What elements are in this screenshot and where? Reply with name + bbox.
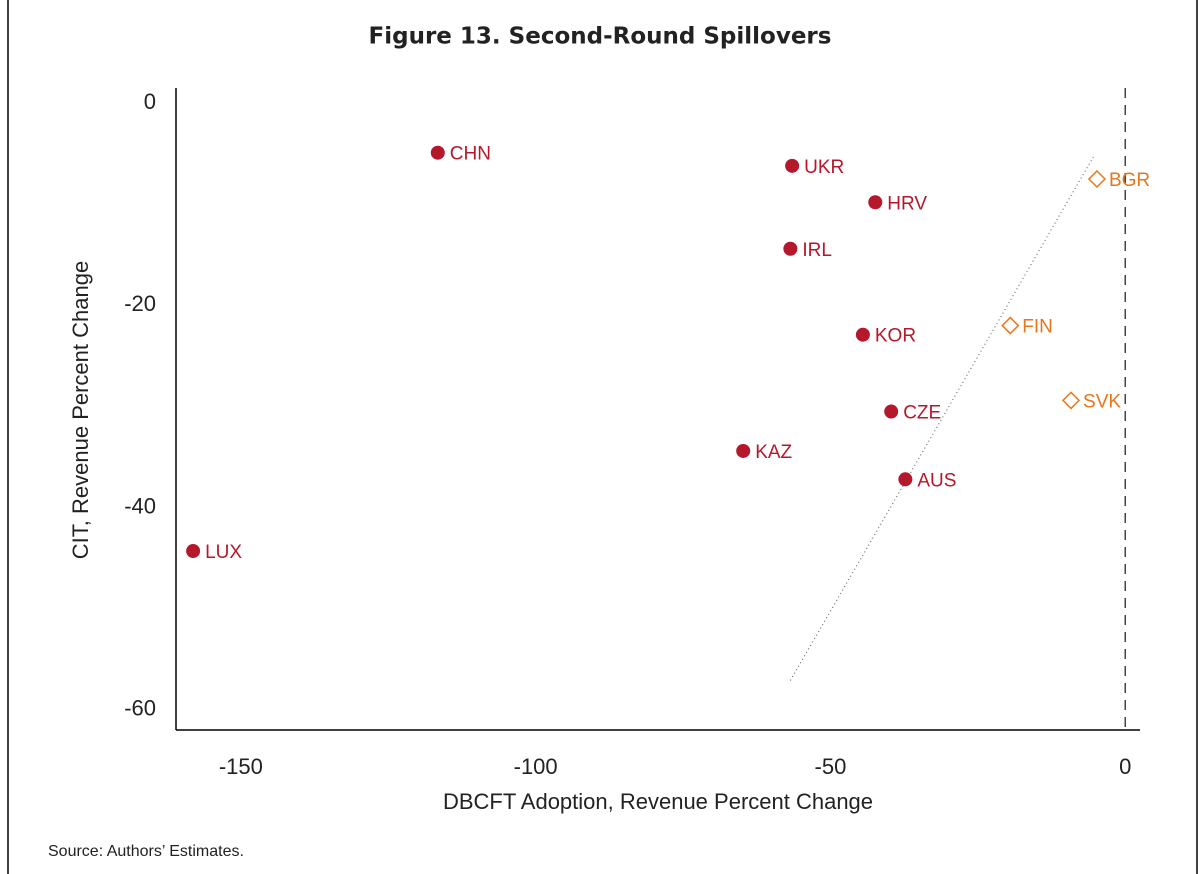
point bbox=[868, 195, 883, 210]
point-label: IRL bbox=[802, 240, 832, 261]
point-label: KOR bbox=[875, 326, 916, 347]
x-tick-label: -150 bbox=[219, 754, 263, 779]
point bbox=[1061, 391, 1081, 410]
point-label: FIN bbox=[1022, 317, 1053, 338]
point bbox=[884, 404, 899, 419]
y-tick-label: -20 bbox=[124, 291, 156, 316]
y-tick-label: -40 bbox=[124, 493, 156, 518]
y-axis-title: CIT, Revenue Percent Change bbox=[68, 261, 93, 559]
point bbox=[785, 158, 800, 173]
x-tick-label: 0 bbox=[1119, 754, 1131, 779]
chart-title: Figure 13. Second-Round Spillovers bbox=[369, 24, 832, 50]
point-label: BGR bbox=[1109, 170, 1150, 191]
point bbox=[1001, 316, 1020, 335]
point-label: CZE bbox=[903, 403, 941, 424]
x-tick-label: -50 bbox=[815, 754, 847, 779]
point bbox=[898, 472, 913, 487]
point bbox=[783, 241, 798, 256]
point bbox=[855, 327, 870, 342]
point-label: LUX bbox=[205, 542, 242, 563]
point bbox=[186, 544, 201, 559]
point bbox=[736, 443, 751, 458]
y-tick-label: -60 bbox=[124, 696, 156, 721]
x-tick-label: -100 bbox=[514, 754, 558, 779]
x-axis-title: DBCFT Adoption, Revenue Percent Change bbox=[443, 789, 873, 814]
source-note: Source: Authors’ Estimates. bbox=[48, 843, 244, 860]
point-label: UKR bbox=[804, 157, 844, 178]
point-label: HRV bbox=[887, 193, 927, 214]
y-tick-label: 0 bbox=[144, 89, 156, 114]
point-label: KAZ bbox=[755, 442, 792, 463]
point-label: CHN bbox=[450, 144, 491, 165]
point-label: SVK bbox=[1083, 391, 1121, 412]
point bbox=[430, 145, 445, 160]
point-label: AUS bbox=[917, 470, 956, 491]
point bbox=[1087, 169, 1107, 189]
trend-line bbox=[789, 156, 1094, 681]
